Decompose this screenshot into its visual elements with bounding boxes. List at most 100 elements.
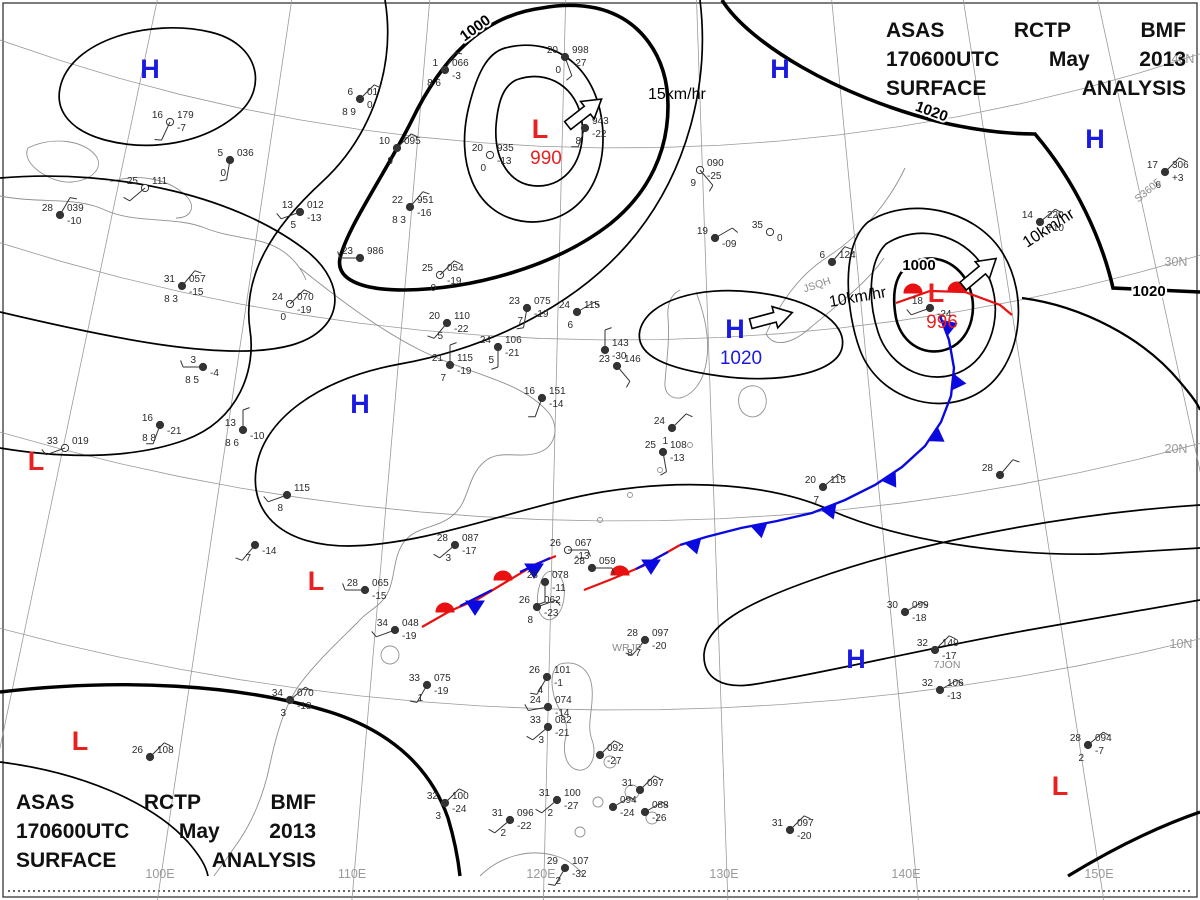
wind-barb-tick: [219, 179, 227, 182]
coast-ryukyu-3: [657, 467, 663, 473]
station-pressure: 078: [552, 570, 569, 581]
wind-barb-tick: [427, 335, 435, 339]
station-extra: 2: [547, 808, 553, 819]
wind-barb-icon: [433, 322, 448, 339]
wind-barb-tick: [1178, 157, 1186, 162]
station-temperature: 31: [772, 818, 784, 829]
station-plot: 5 036 0: [217, 148, 254, 182]
station-dewpoint: -21: [555, 728, 570, 739]
station-pressure: 059: [599, 556, 616, 567]
station-temperature: 28: [574, 556, 586, 567]
station-extra: 2: [1078, 753, 1084, 764]
wind-barb-icon: [289, 289, 305, 305]
meridian-line: [696, 0, 729, 900]
station-pressure: 036: [237, 148, 254, 159]
station-plot: 31 057 -15 8 3: [164, 270, 206, 305]
high-letter: H: [846, 644, 866, 674]
callsign-label: WRJP: [612, 642, 642, 654]
meridian-line: [543, 0, 567, 900]
wind-barb-icon: [662, 451, 667, 472]
station-temperature: 28: [1070, 733, 1082, 744]
station-dewpoint: -15: [372, 591, 387, 602]
station-temperature: 23: [342, 246, 354, 257]
station-plot: 20 110 -22 5: [427, 311, 470, 342]
station-dewpoint: -3: [452, 71, 461, 82]
station-temperature: 34: [377, 618, 389, 629]
station-dewpoint: -7: [177, 123, 186, 134]
parallel-line: [0, 242, 1200, 341]
wind-barb-icon: [534, 397, 543, 417]
station-pressure: 935: [497, 143, 514, 154]
station-temperature: 28: [982, 463, 994, 474]
station-pressure: 998: [572, 45, 589, 56]
station-plot: 088-26: [640, 800, 669, 824]
station-plot: 28 078 -11: [527, 570, 569, 605]
station-plot: 19 -09: [697, 226, 739, 250]
station-dewpoint: 0: [777, 233, 783, 244]
station-dewpoint: -22: [517, 821, 532, 832]
station-temperature: 24: [559, 300, 571, 311]
station-extra: 8 9: [342, 107, 356, 118]
station-plot: -14 7: [235, 540, 277, 564]
wind-barb-icon: [536, 599, 556, 608]
station-plot: 25 108 -13: [645, 440, 687, 476]
open-arrow-icon: [958, 257, 998, 292]
station-plot: 28 065 -15: [342, 578, 389, 602]
station-plot: 24 115 6: [559, 300, 601, 331]
station-temperature: 21: [432, 353, 444, 364]
station-extra: 8: [527, 615, 533, 626]
station-pressure: 151: [549, 386, 566, 397]
station-pressure: 075: [534, 296, 551, 307]
wind-barb-icon: [281, 211, 301, 220]
station-plot: 6 124: [819, 246, 856, 267]
wind-barb-tick: [535, 808, 542, 814]
station-extra: 0: [555, 65, 561, 76]
station-temperature: 10: [379, 136, 391, 147]
wind-barb-tick: [453, 260, 461, 265]
wind-barb-tick: [449, 342, 457, 346]
coastline-layer: [0, 140, 906, 877]
station-plot: 33 019: [41, 436, 89, 456]
wind-barb-icon: [577, 127, 586, 147]
parallel-line: [0, 628, 1200, 711]
station-dewpoint: -19: [534, 309, 549, 320]
station-plot: 32 100 -24 3: [427, 788, 469, 822]
latitude-label: 40N: [1172, 52, 1195, 66]
wind-barb-icon: [528, 706, 549, 711]
station-dewpoint: -13: [575, 551, 590, 562]
station-pressure: 115: [830, 475, 846, 486]
wind-barb-icon: [241, 544, 256, 561]
isobar-corner-thick: [1067, 810, 1200, 878]
station-pressure: 088: [652, 800, 669, 811]
wind-barb-tick: [69, 197, 77, 200]
station-dewpoint: -4: [210, 368, 219, 379]
wind-barb-icon: [631, 639, 646, 656]
wind-barb-tick: [337, 251, 341, 259]
high-letter: H: [770, 54, 790, 84]
station-temperature: 24: [530, 695, 542, 706]
wind-barb-tick: [242, 407, 250, 411]
station-plot: 16 151 -14: [524, 386, 566, 418]
station-pressure: 039: [67, 203, 84, 214]
wind-speed-arrow: [748, 305, 794, 330]
station-temperature: 6: [819, 250, 825, 261]
station-dewpoint: -22: [454, 324, 469, 335]
station-extra: 4: [537, 685, 543, 696]
station-temperature: 20: [547, 45, 559, 56]
station-pressure: 099: [912, 600, 929, 611]
station-plot: 21 115 -19 7: [432, 342, 473, 384]
coast-hainan: [380, 645, 400, 665]
wind-barb-tick: [587, 549, 591, 557]
station-extra: 8 6: [225, 438, 239, 449]
station-plot: 24 070 -19 0: [272, 289, 314, 323]
wind-barb-icon: [152, 424, 161, 444]
station-dewpoint: -13: [670, 453, 685, 464]
station-extra: 6: [1155, 180, 1161, 191]
station-plot: 26 108: [132, 742, 174, 762]
station-plot: 28 039 -10: [42, 197, 84, 227]
station-extra: 8 6: [427, 78, 441, 89]
wind-speed-label: 15km/hr: [648, 86, 706, 103]
isobar: [703, 504, 1200, 687]
station-dewpoint: -24: [452, 804, 467, 815]
station-temperature: 32: [427, 791, 439, 802]
